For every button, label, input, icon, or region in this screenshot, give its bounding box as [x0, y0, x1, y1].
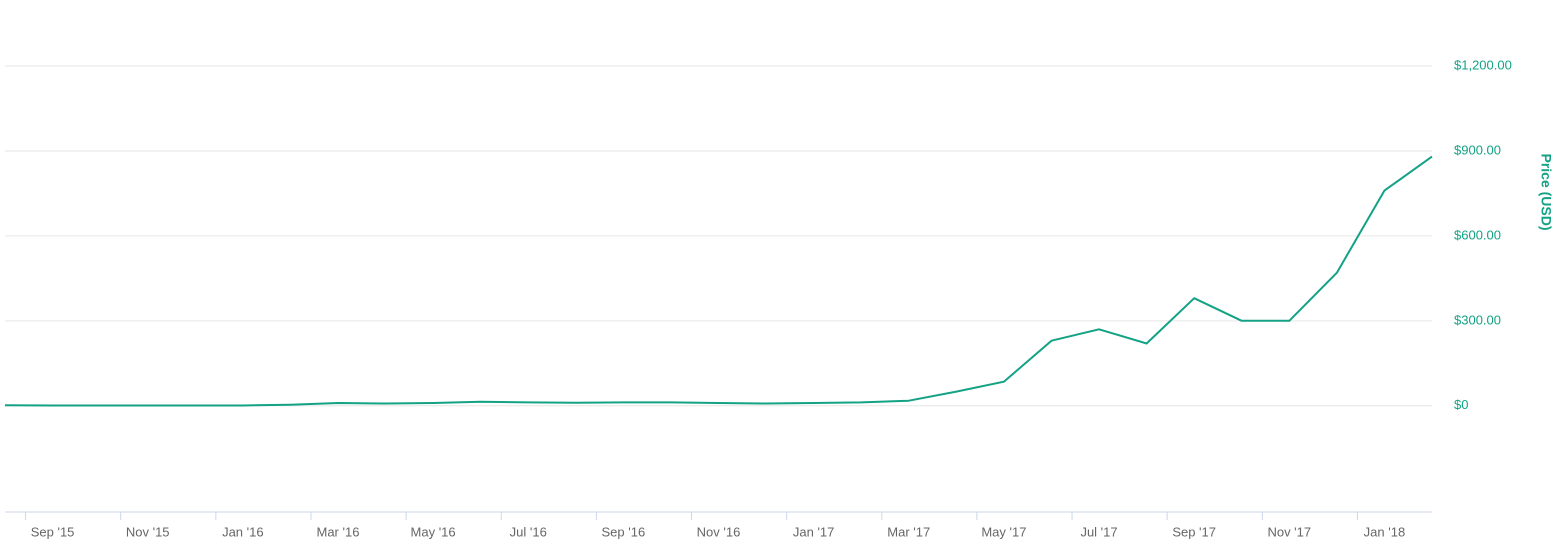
x-tick-label: Sep '15	[31, 524, 75, 539]
x-tick-label: Sep '17	[1172, 524, 1216, 539]
x-tick-label: Jan '17	[793, 524, 835, 539]
price-line	[4, 155, 1433, 407]
x-tick-label: Jan '16	[222, 524, 264, 539]
x-tick-label: Nov '16	[697, 524, 741, 539]
x-tick-label: May '17	[981, 524, 1026, 539]
x-tick-label: Mar '16	[316, 524, 359, 539]
y-tick-label: $600.00	[1454, 227, 1501, 242]
x-tick-label: May '16	[411, 524, 456, 539]
y-tick-label: $300.00	[1454, 312, 1501, 327]
y-tick-label: $900.00	[1454, 142, 1501, 157]
x-tick-label: Mar '17	[887, 524, 930, 539]
x-tick-label: Nov '17	[1267, 524, 1311, 539]
x-tick-label: Nov '15	[126, 524, 170, 539]
x-tick-label: Jan '18	[1364, 524, 1406, 539]
y-tick-label: $1,200.00	[1454, 57, 1512, 72]
x-tick-label: Sep '16	[602, 524, 646, 539]
x-tick-label: Jul '17	[1080, 524, 1117, 539]
y-axis-title: Price (USD)	[1538, 153, 1554, 230]
y-tick-label: $0	[1454, 397, 1468, 412]
x-tick-label: Jul '16	[510, 524, 547, 539]
